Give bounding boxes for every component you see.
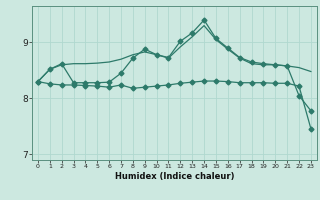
X-axis label: Humidex (Indice chaleur): Humidex (Indice chaleur) — [115, 172, 234, 181]
